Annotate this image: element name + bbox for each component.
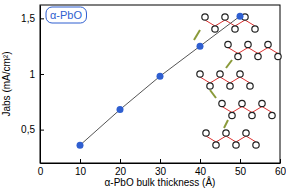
structure-arrow bbox=[224, 120, 228, 128]
legend-box bbox=[46, 7, 86, 23]
x-tick: 50 bbox=[235, 159, 247, 177]
structure-atom bbox=[217, 71, 223, 77]
y-tick-mark bbox=[40, 130, 44, 131]
structure-atom bbox=[259, 100, 265, 106]
structure-atom bbox=[269, 112, 275, 118]
structure-atom bbox=[219, 100, 225, 106]
x-tick: 60 bbox=[275, 159, 286, 177]
structure-atom bbox=[235, 53, 241, 59]
structure-atom bbox=[255, 53, 261, 59]
structure-atom bbox=[253, 142, 259, 148]
structure-atom bbox=[207, 83, 213, 89]
y-tick-mark bbox=[40, 74, 44, 75]
structure-illustrations bbox=[194, 14, 281, 148]
x-tick-mark bbox=[240, 159, 241, 163]
data-point bbox=[157, 73, 164, 80]
x-tick-mark bbox=[160, 159, 161, 163]
structure-atom bbox=[252, 26, 258, 32]
x-axis-title: α-PbO bulk thickness (Å) bbox=[105, 176, 216, 188]
structure-bond bbox=[200, 77, 250, 83]
x-tick-mark bbox=[120, 159, 121, 163]
structure-atom bbox=[197, 71, 203, 77]
x-tick: 40 bbox=[195, 159, 207, 177]
legend-label: α-PbO bbox=[50, 9, 82, 21]
structure-atom bbox=[225, 41, 231, 47]
plot-frame bbox=[40, 5, 280, 163]
legend: α-PbO bbox=[46, 7, 86, 23]
data-point bbox=[237, 13, 244, 20]
structure-arrow bbox=[226, 60, 232, 68]
y-tick: 1,5 bbox=[21, 13, 44, 24]
x-axis: 0 10 20 30 40 50 60 bbox=[38, 159, 286, 177]
data-point bbox=[77, 142, 84, 149]
x-tick-label: 0 bbox=[38, 166, 44, 177]
y-axis-title: Jabs (mA/cm²) bbox=[1, 52, 12, 117]
structure-atom bbox=[237, 71, 243, 77]
plot-area bbox=[77, 13, 244, 149]
y-tick-label: 1,5 bbox=[21, 13, 35, 24]
x-tick-label: 20 bbox=[115, 166, 127, 177]
x-axis-line bbox=[41, 163, 281, 164]
x-tick-label: 10 bbox=[75, 166, 87, 177]
structure-arrow bbox=[210, 90, 216, 98]
structure-bond bbox=[205, 20, 255, 26]
structure-atom bbox=[239, 100, 245, 106]
y-tick-label: 1 bbox=[29, 69, 35, 80]
y-axis-line bbox=[40, 6, 41, 164]
structure-atom bbox=[229, 112, 235, 118]
y-tick-mark bbox=[40, 18, 44, 19]
y-tick-label: 0,5 bbox=[21, 124, 35, 135]
structure-atom bbox=[227, 83, 233, 89]
data-point bbox=[197, 43, 204, 50]
data-point bbox=[117, 106, 124, 113]
x-tick: 20 bbox=[115, 159, 127, 177]
x-tick-label: 30 bbox=[155, 166, 167, 177]
structure-atom bbox=[245, 41, 251, 47]
structure-atom bbox=[202, 14, 208, 20]
x-tick-mark bbox=[200, 159, 201, 163]
x-tick: 10 bbox=[75, 159, 87, 177]
x-tick-label: 60 bbox=[275, 166, 286, 177]
structure-atom bbox=[247, 83, 253, 89]
structure-atom bbox=[265, 41, 271, 47]
structure-atom bbox=[249, 112, 255, 118]
structure-arrow bbox=[194, 30, 200, 40]
structure-atom bbox=[223, 130, 229, 136]
x-tick-label: 40 bbox=[195, 166, 207, 177]
x-tick-label: 50 bbox=[235, 166, 247, 177]
y-tick: 1 bbox=[29, 69, 44, 80]
structure-bond bbox=[206, 136, 256, 142]
structure-atom bbox=[243, 130, 249, 136]
structure-atom bbox=[222, 14, 228, 20]
x-tick-mark bbox=[80, 159, 81, 163]
structure-atom bbox=[212, 26, 218, 32]
y-axis: 0,5 1 1,5 bbox=[21, 6, 44, 164]
structure-bond bbox=[222, 107, 272, 113]
structure-atom bbox=[233, 142, 239, 148]
chart: 0 10 20 30 40 50 60 0,5 1 1,5 α-PbO bulk thickness… bbox=[0, 0, 286, 189]
structure-atom bbox=[213, 142, 219, 148]
structure-bond bbox=[228, 48, 278, 54]
structure-atom bbox=[275, 53, 281, 59]
y-tick: 0,5 bbox=[21, 124, 44, 135]
structure-atom bbox=[203, 130, 209, 136]
x-tick: 30 bbox=[155, 159, 167, 177]
series-line bbox=[80, 16, 240, 145]
x-tick-mark bbox=[280, 159, 281, 163]
structure-atom bbox=[232, 26, 238, 32]
